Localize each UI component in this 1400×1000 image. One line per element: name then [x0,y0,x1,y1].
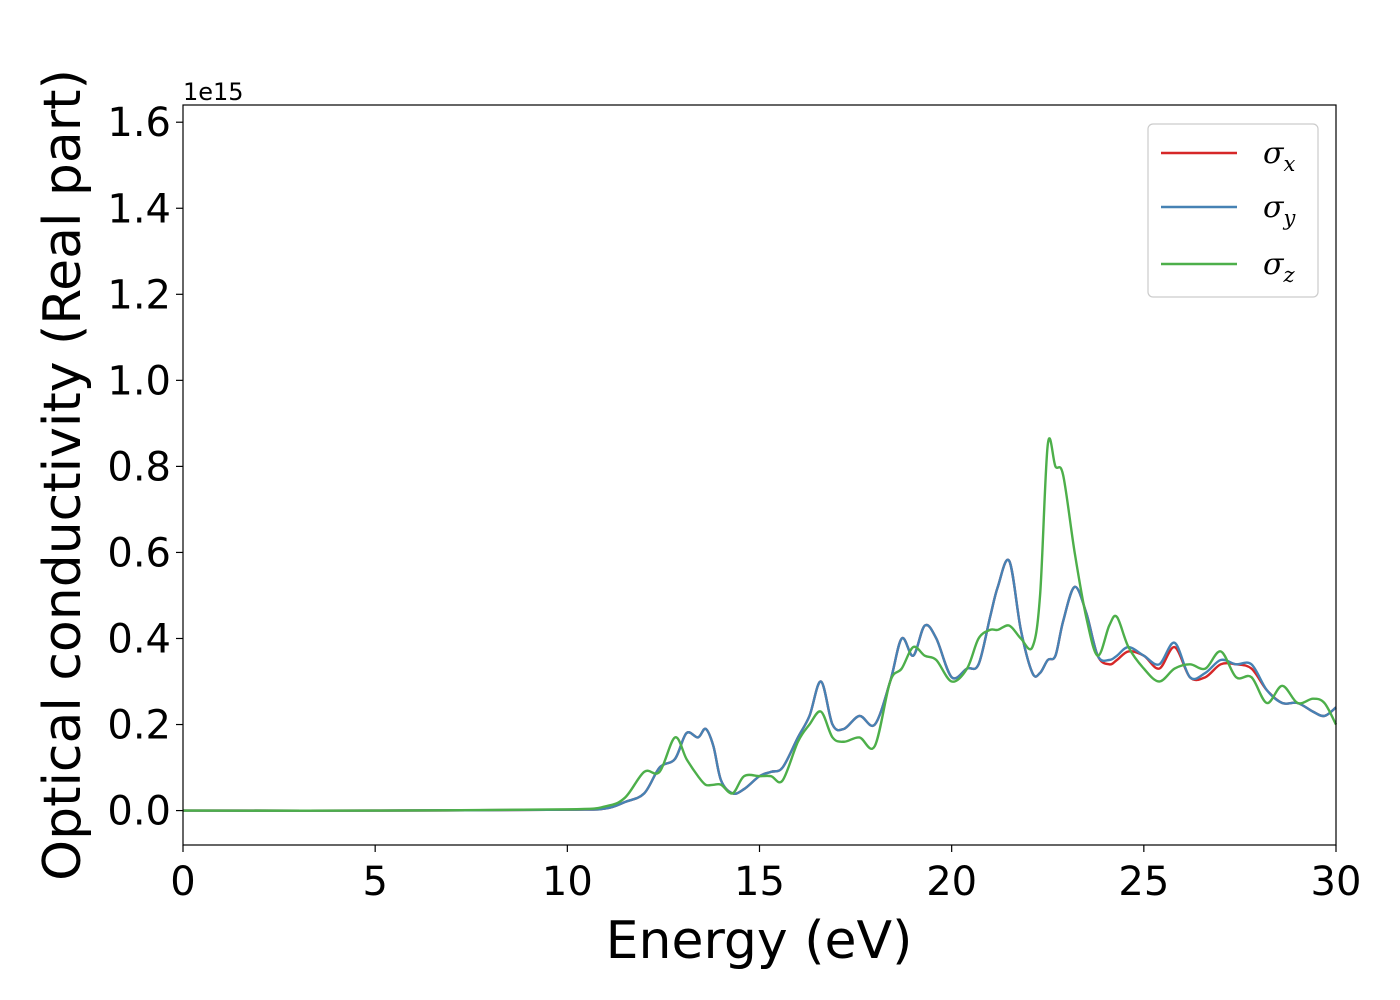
y-tick-label: 1.6 [107,100,171,146]
x-tick-label: 15 [734,859,785,905]
y-axis: 0.0 0.2 0.4 0.6 0.8 1.0 1.2 1.4 1.6 [107,100,183,835]
y-offset-label: 1e15 [183,78,244,106]
y-axis-title: Optical conductivity (Real part) [33,69,93,881]
y-tick-label: 0.2 [107,703,171,749]
legend-label-1: σx [1263,136,1295,176]
series-line-3 [182,437,1338,812]
legend-box [1147,123,1319,298]
x-tick-label: 20 [926,859,977,905]
y-tick-label: 1.0 [107,358,171,404]
series-line-2 [182,558,1337,812]
series-layer [182,437,1338,812]
y-tick-label: 1.4 [107,186,171,232]
legend-label-2: σy [1263,190,1296,230]
x-tick-label: 10 [542,859,593,905]
x-axis: 0 5 10 15 20 25 30 [170,845,1361,905]
series-line-1 [182,558,1337,812]
y-tick-label: 0.6 [107,530,171,576]
x-axis-title: Energy (eV) [606,911,913,971]
y-tick-label: 0.0 [107,789,171,835]
y-tick-label: 0.8 [107,444,171,490]
x-tick-label: 25 [1118,859,1169,905]
y-tick-label: 0.4 [107,616,171,662]
legend: σx σy σz [1147,123,1319,298]
x-tick-label: 30 [1311,859,1362,905]
x-tick-label: 5 [362,859,387,905]
legend-label-3: σz [1263,247,1295,287]
y-tick-label: 1.2 [107,272,171,318]
x-tick-label: 0 [170,859,195,905]
